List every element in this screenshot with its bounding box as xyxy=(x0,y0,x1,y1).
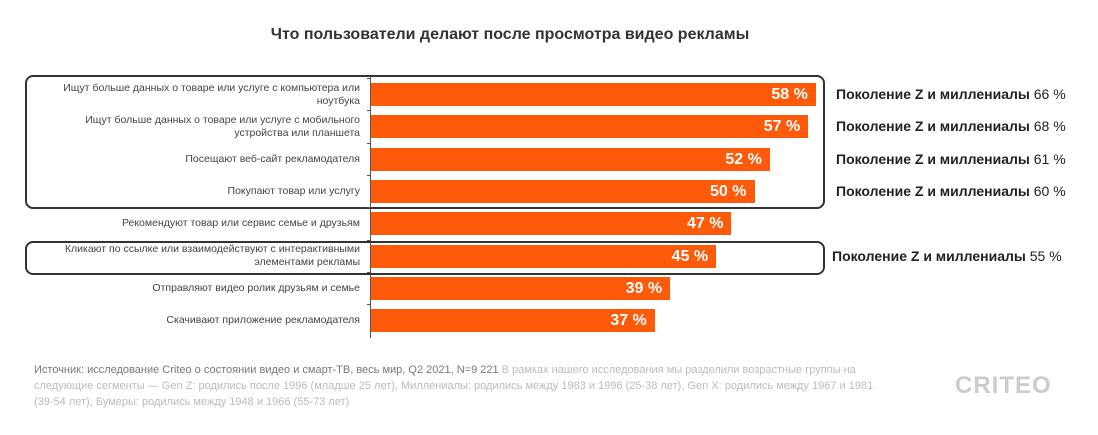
data-label: 58 % xyxy=(771,86,808,103)
axis-tick xyxy=(367,110,371,112)
highlight-box-click xyxy=(25,241,825,275)
bar: 57 % xyxy=(371,115,809,139)
data-label: 39 % xyxy=(625,279,663,297)
bar: 39 % xyxy=(371,276,671,300)
generation-annotation: Поколение Z и миллениалы 68 % xyxy=(836,118,1066,134)
data-label: 47 % xyxy=(687,215,724,233)
criteo-logo: CRITEO xyxy=(955,372,1052,399)
axis-tick xyxy=(367,304,371,306)
bar: 45 % xyxy=(371,244,717,268)
source-note-text: В рамках нашего исследования мы разделил… xyxy=(34,364,874,408)
generation-annotation: Поколение Z и миллениалы 60 % xyxy=(836,183,1066,199)
category-label: Ищут больше данных о товаре или услуге с… xyxy=(63,81,360,107)
annotation-label: Поколение Z и миллениалы xyxy=(832,247,1026,264)
axis-tick xyxy=(367,174,371,176)
axis-tick xyxy=(367,271,371,273)
data-label: 52 % xyxy=(725,150,762,168)
bar: 50 % xyxy=(371,179,755,203)
data-label: 37 % xyxy=(610,312,647,330)
annotation-label: Поколение Z и миллениалы xyxy=(836,150,1030,167)
annotation-value: 60 % xyxy=(1029,182,1066,199)
bar: 37 % xyxy=(371,309,655,333)
category-label: Рекомендуют товар или сервис семье и дру… xyxy=(121,217,360,230)
category-label: Покупают товар или услугу xyxy=(227,184,360,197)
annotation-value: 68 % xyxy=(1029,118,1066,135)
highlight-box-top xyxy=(25,75,825,209)
data-label: 50 % xyxy=(710,182,747,200)
category-label: Кликают по ссылке или взаимодействуют с … xyxy=(64,243,360,268)
category-label: Ищут больше данных о товаре или услуге с… xyxy=(85,113,360,139)
annotation-value: 55 % xyxy=(1025,247,1062,264)
annotation-value: 61 % xyxy=(1029,150,1066,167)
data-label: 57 % xyxy=(763,118,801,136)
category-label: Скачивают приложение рекламодателя xyxy=(166,314,360,327)
generation-annotation: Поколение Z и миллениалы 61 % xyxy=(836,151,1066,167)
axis-tick xyxy=(367,239,371,241)
chart-title: Что пользователи делают после просмотра … xyxy=(270,26,750,43)
data-label: 45 % xyxy=(671,247,709,265)
bar: 58 % xyxy=(371,83,816,106)
category-label: Отправляют видео ролик друзьям и семье xyxy=(152,281,360,294)
source-note: Источник: исследование Criteo о состояни… xyxy=(34,362,894,410)
annotation-label: Поколение Z и миллениалы xyxy=(836,118,1030,135)
bar: 47 % xyxy=(371,212,732,236)
annotation-label: Поколение Z и миллениалы xyxy=(836,182,1030,199)
axis-tick xyxy=(367,78,371,79)
category-label: Посещают веб-сайт рекламодателя xyxy=(185,152,360,165)
generation-annotation: Поколение Z и миллениалы 55 % xyxy=(832,248,1062,264)
bar: 52 % xyxy=(371,147,770,171)
source-lead: Источник: исследование Criteo о состояни… xyxy=(34,364,499,376)
generation-annotation: Поколение Z и миллениалы 66 % xyxy=(836,86,1066,102)
axis-tick xyxy=(367,142,371,144)
annotation-value: 66 % xyxy=(1029,86,1066,102)
axis-tick xyxy=(367,207,371,209)
annotation-label: Поколение Z и миллениалы xyxy=(836,86,1030,102)
